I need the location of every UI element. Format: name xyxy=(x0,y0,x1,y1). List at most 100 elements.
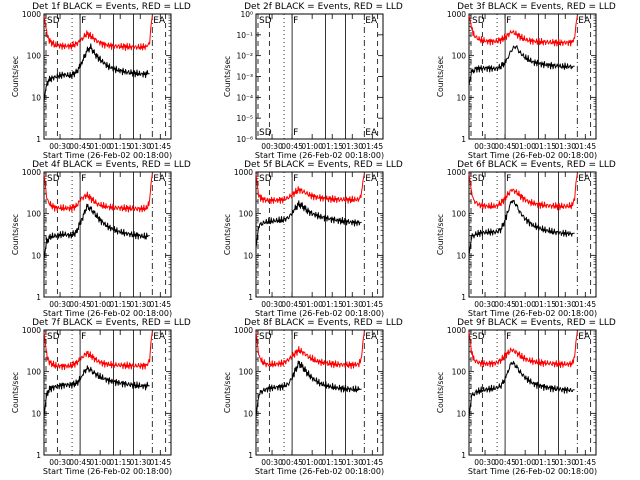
detector-panel: Det 3f BLACK = Events, RED = LLD SD F EA 1 10… xyxy=(436,2,616,160)
y-tick-label: 10 xyxy=(31,409,41,418)
x-tick-label: 01:30 xyxy=(341,300,363,309)
y-axis-label: Counts/sec xyxy=(223,56,232,97)
event-marker-label: EA xyxy=(153,16,166,26)
y-tick-label: 1 xyxy=(36,293,41,302)
x-tick-label: 00:30 xyxy=(261,142,283,151)
x-tick-label: 01:15 xyxy=(321,142,343,151)
y-tick-label: 10 xyxy=(243,251,253,260)
y-axis-label: Counts/sec xyxy=(11,214,20,255)
y-tick-label: 10⁻¹ xyxy=(236,31,253,40)
lld-series-line xyxy=(468,15,578,47)
y-axis-label: Counts/sec xyxy=(11,56,20,97)
event-marker-label: EA xyxy=(153,332,166,342)
x-axis-label: Start Time (26-Feb-02 00:18:00) xyxy=(255,467,384,476)
x-tick-label: 01:15 xyxy=(109,300,131,309)
y-tick-label: 10⁰ xyxy=(240,10,253,19)
x-tick-label: 01:45 xyxy=(574,300,596,309)
y-tick-label: 1000 xyxy=(234,326,253,335)
lld-series-line xyxy=(43,173,153,213)
y-tick-label: 10⁻² xyxy=(236,52,253,61)
y-tick-label: 100 xyxy=(452,368,467,377)
y-axis-label: Counts/sec xyxy=(436,372,445,413)
y-tick-label: 1 xyxy=(461,135,466,144)
x-tick-label: 00:45 xyxy=(69,300,91,309)
x-axis-label: Start Time (26-Feb-02 00:18:00) xyxy=(255,309,384,318)
event-marker-label: F xyxy=(293,128,298,138)
x-tick-label: 00:30 xyxy=(49,300,71,309)
lld-series-line xyxy=(468,331,578,369)
y-tick-label: 100 xyxy=(239,210,254,219)
panel-title: Det 4f BLACK = Events, RED = LLD xyxy=(32,160,191,170)
y-tick-label: 1 xyxy=(461,293,466,302)
x-tick-label: 01:45 xyxy=(149,300,171,309)
events-series-line xyxy=(255,200,362,249)
event-marker-label: SD xyxy=(47,332,60,342)
panel-title: Det 5f BLACK = Events, RED = LLD xyxy=(244,160,403,170)
x-axis-label: Start Time (26-Feb-02 00:18:00) xyxy=(255,151,384,160)
x-tick-label: 00:30 xyxy=(474,300,496,309)
detector-panel: Det 4f BLACK = Events, RED = LLD SD F EA 1 10… xyxy=(11,160,191,318)
x-tick-label: 01:30 xyxy=(554,300,576,309)
x-tick-label: 00:30 xyxy=(261,300,283,309)
y-tick-label: 100 xyxy=(452,52,467,61)
y-tick-label: 1 xyxy=(248,293,253,302)
event-marker-label: EA xyxy=(365,128,378,138)
event-marker-label: F xyxy=(293,174,298,184)
x-tick-label: 01:00 xyxy=(514,142,536,151)
panel-title: Det 1f BLACK = Events, RED = LLD xyxy=(32,2,191,12)
x-tick-label: 01:00 xyxy=(89,142,111,151)
event-marker-label: EA xyxy=(578,174,591,184)
x-tick-label: 01:00 xyxy=(514,458,536,467)
event-marker-label: SD xyxy=(259,174,272,184)
y-tick-label: 10 xyxy=(456,251,466,260)
y-tick-label: 10⁻³ xyxy=(236,73,253,82)
y-tick-label: 10⁻⁶ xyxy=(236,135,253,144)
x-tick-label: 01:15 xyxy=(321,300,343,309)
x-tick-label: 01:00 xyxy=(89,458,111,467)
event-marker-label: SD xyxy=(472,332,485,342)
y-tick-label: 10 xyxy=(456,93,466,102)
event-marker-label: SD xyxy=(259,16,272,26)
x-tick-label: 00:30 xyxy=(261,458,283,467)
x-tick-label: 00:45 xyxy=(494,458,516,467)
x-tick-label: 01:00 xyxy=(514,300,536,309)
x-tick-label: 00:45 xyxy=(494,142,516,151)
panel-title: Det 3f BLACK = Events, RED = LLD xyxy=(457,2,616,12)
x-tick-label: 00:45 xyxy=(281,458,303,467)
lld-series-line xyxy=(43,331,153,371)
x-tick-label: 01:45 xyxy=(361,458,383,467)
x-tick-label: 00:45 xyxy=(281,300,303,309)
x-tick-label: 01:15 xyxy=(534,300,556,309)
y-axis-label: Counts/sec xyxy=(436,214,445,255)
x-tick-label: 01:00 xyxy=(301,142,323,151)
x-tick-label: 01:45 xyxy=(574,458,596,467)
panel-title: Det 2f BLACK = Events, RED = LLD xyxy=(244,2,403,12)
y-tick-label: 1000 xyxy=(22,168,41,177)
y-tick-label: 1000 xyxy=(22,10,41,19)
y-tick-label: 1000 xyxy=(447,326,466,335)
panel-title: Det 9f BLACK = Events, RED = LLD xyxy=(457,318,616,328)
x-tick-label: 00:30 xyxy=(474,458,496,467)
x-tick-label: 01:15 xyxy=(534,142,556,151)
x-tick-label: 01:30 xyxy=(129,300,151,309)
event-marker-label: EA xyxy=(153,174,166,184)
panel-title: Det 6f BLACK = Events, RED = LLD xyxy=(457,160,616,170)
plot-frame xyxy=(43,171,172,298)
y-tick-label: 10⁻⁵ xyxy=(236,114,253,123)
event-marker-label: F xyxy=(293,332,298,342)
event-marker-label: SD xyxy=(472,174,485,184)
x-tick-label: 01:45 xyxy=(574,142,596,151)
event-marker-label: EA xyxy=(365,16,378,26)
x-tick-label: 00:30 xyxy=(49,142,71,151)
plot-frame xyxy=(255,329,384,456)
event-marker-label: EA xyxy=(365,174,378,184)
x-tick-label: 00:30 xyxy=(474,142,496,151)
x-tick-label: 01:45 xyxy=(361,142,383,151)
x-tick-label: 01:15 xyxy=(534,458,556,467)
y-tick-label: 1 xyxy=(248,451,253,460)
lld-series-line xyxy=(468,173,578,211)
x-tick-label: 01:45 xyxy=(361,300,383,309)
x-tick-label: 01:30 xyxy=(341,142,363,151)
y-tick-label: 1 xyxy=(36,451,41,460)
